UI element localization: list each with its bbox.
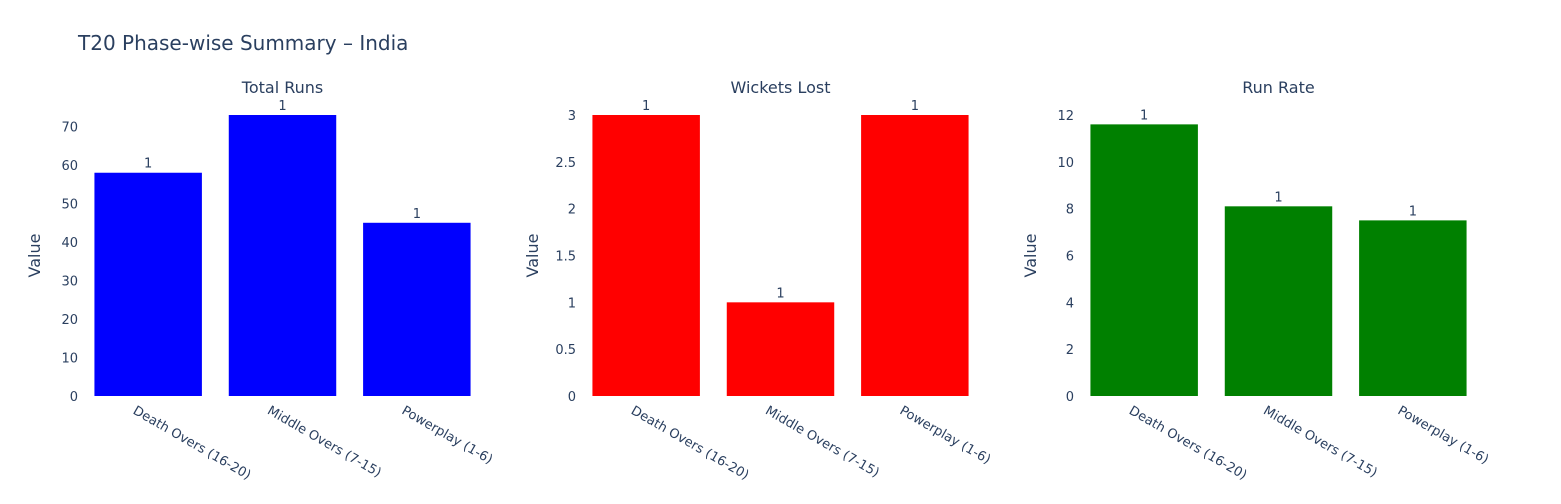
data-label: 1 [1140, 108, 1148, 123]
bar [1224, 206, 1333, 396]
y-tick-label: 2 [568, 203, 576, 218]
data-label: 1 [413, 207, 421, 222]
y-tick-label: 20 [61, 313, 78, 328]
y-tick-label: 4 [1066, 296, 1074, 311]
y-tick-label: 50 [61, 198, 78, 213]
subplot-2: Wickets Lost Value 0 0.5 1 1.5 2 2.5 3 1 Death Ove… [523, 78, 993, 483]
x-tick-label: Middle Overs (7-15) [763, 403, 882, 480]
bar [592, 115, 700, 396]
y-tick-label: 0.5 [555, 343, 576, 358]
y-tick-label: 70 [61, 121, 78, 136]
bar [228, 115, 337, 396]
subplot-title: Wickets Lost [731, 78, 831, 97]
y-axis-label: Value [25, 234, 44, 278]
y-tick-label: 1.5 [555, 250, 576, 265]
x-tick-label: Powerplay (1-6) [399, 403, 495, 467]
subplot-title: Run Rate [1242, 78, 1314, 97]
subplot-3: Run Rate Value 0 2 4 6 8 10 12 1 Death Overs (16-2… [1021, 78, 1491, 483]
x-tick-label: Powerplay (1-6) [1395, 403, 1491, 467]
y-tick-label: 1 [568, 296, 576, 311]
bar [363, 222, 471, 396]
bar [726, 302, 835, 396]
y-tick-label: 10 [1057, 156, 1074, 171]
subplot-title: Total Runs [241, 78, 323, 97]
y-tick-label: 40 [61, 236, 78, 251]
data-label: 1 [1274, 190, 1282, 205]
bar [861, 115, 969, 396]
y-tick-label: 30 [61, 275, 78, 290]
data-label: 1 [776, 286, 784, 301]
x-tick-label: Middle Overs (7-15) [1261, 403, 1380, 480]
bar [94, 172, 202, 396]
chart-title: T20 Phase-wise Summary – India [77, 31, 408, 55]
y-tick-label: 10 [61, 352, 78, 367]
y-axis-label: Value [523, 234, 542, 278]
y-tick-label: 6 [1066, 250, 1074, 265]
y-tick-label: 2 [1066, 343, 1074, 358]
data-label: 1 [278, 99, 286, 114]
data-label: 1 [144, 157, 152, 172]
data-label: 1 [1409, 204, 1417, 219]
y-tick-label: 12 [1057, 109, 1074, 124]
bar [1090, 124, 1198, 396]
x-tick-label: Powerplay (1-6) [897, 403, 993, 467]
data-label: 1 [911, 99, 919, 114]
data-label: 1 [642, 99, 650, 114]
y-axis-label: Value [1021, 234, 1040, 278]
y-tick-label: 8 [1066, 203, 1074, 218]
subplot-1: Total Runs Value 0 10 20 30 40 50 60 70 1 Death Ove… [25, 78, 495, 483]
y-tick-label: 3 [568, 109, 576, 124]
y-tick-label: 0 [1066, 390, 1074, 405]
y-tick-label: 2.5 [555, 156, 576, 171]
y-tick-label: 0 [70, 390, 78, 405]
y-tick-label: 0 [568, 390, 576, 405]
x-tick-label: Middle Overs (7-15) [265, 403, 384, 480]
x-tick-label: Death Overs (16-20) [1126, 403, 1249, 483]
y-tick-label: 60 [61, 159, 78, 174]
x-tick-label: Death Overs (16-20) [628, 403, 751, 483]
bar [1359, 220, 1467, 396]
x-tick-label: Death Overs (16-20) [130, 403, 253, 483]
